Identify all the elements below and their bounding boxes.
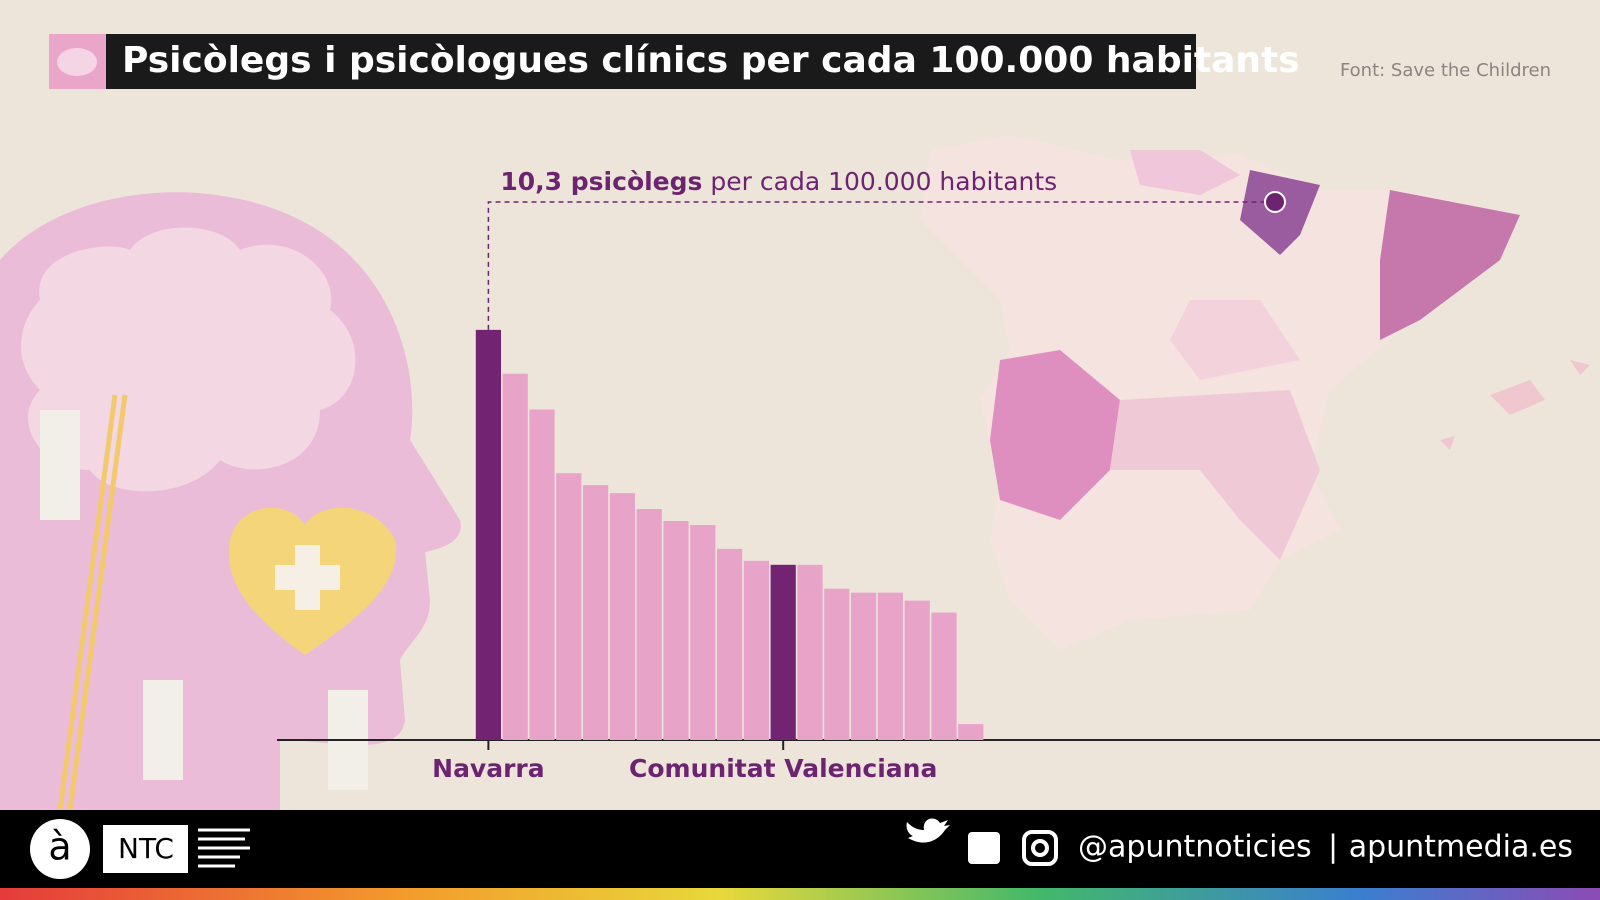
bar [770,564,796,740]
logo: à [48,825,71,869]
site[interactable]: apuntmedia.es [1349,830,1573,865]
title-box [106,34,1196,89]
bar [743,560,769,740]
handle[interactable]: @apuntnoticies [1078,830,1312,865]
bar-chart: Navarra Comunitat Valenciana 10,3 psicòleg… [277,167,1600,783]
bar [583,485,609,740]
bar [609,493,635,740]
bar [636,509,662,740]
annotation-bold: 10,3 psicòlegs [500,167,702,196]
bar [958,724,984,740]
illustration [0,192,461,811]
x-tick-label: Comunitat Valenciana [629,754,937,783]
bar [797,564,823,740]
bar [556,473,582,740]
footer [0,810,1600,888]
logo-circle [30,819,90,879]
bar [717,548,743,740]
map-dot [1264,191,1286,213]
bar [824,588,850,740]
bar [663,521,689,740]
bar [904,600,930,740]
source: Font: Save the Children [1340,60,1551,81]
bar [690,524,716,740]
map [920,135,1590,650]
social-icons [906,818,1058,866]
bar [877,592,903,740]
bar [502,373,528,740]
annotation-text: per cada 100.000 habitants [710,167,1057,196]
annotation: 10,3 psicòlegs per cada 100.000 habitants [500,167,1057,196]
bar [529,409,555,740]
bar [851,592,877,740]
rainbow-strip [0,888,1600,900]
brand-lines [198,828,250,868]
separator: | [1328,830,1338,865]
bar [475,329,501,740]
title: Psicòlegs i psicòlogues clínics per cada… [122,40,1300,81]
title-icon-brain [57,48,97,76]
brand-box [103,825,188,873]
brand: NTC [118,832,174,865]
x-tick-label: Navarra [432,754,545,783]
leader-line [487,201,1275,330]
bar [931,612,957,740]
